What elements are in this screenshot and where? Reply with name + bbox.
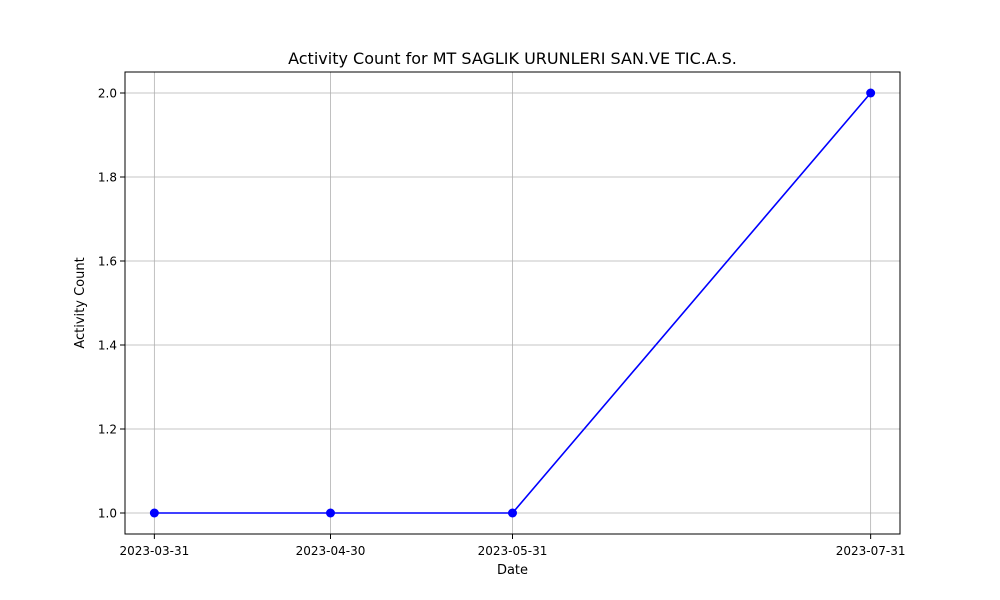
data-point <box>325 508 335 518</box>
x-tick-label: 2023-04-30 <box>296 544 366 558</box>
x-tick-label: 2023-05-31 <box>478 544 548 558</box>
y-axis-label: Activity Count <box>73 257 88 348</box>
axis-ticks: 2023-03-31 2023-04-30 2023-05-31 2023-07-31… <box>98 87 906 559</box>
data-point <box>149 508 159 518</box>
x-axis-label: Date <box>497 563 528 578</box>
chart-title: Activity Count for MT SAGLIK URUNLERI SA… <box>288 49 737 68</box>
y-tick-label: 1.2 <box>98 423 117 437</box>
x-tick-label: 2023-03-31 <box>119 544 189 558</box>
y-tick-label: 2.0 <box>98 87 117 101</box>
series-layer <box>149 88 876 518</box>
x-tick-label: 2023-07-31 <box>836 544 906 558</box>
y-tick-label: 1.4 <box>98 339 117 353</box>
y-tick-label: 1.6 <box>98 255 117 269</box>
data-point <box>866 88 876 98</box>
y-tick-label: 1.8 <box>98 171 117 185</box>
grid <box>125 72 900 534</box>
series-line <box>154 92 872 514</box>
data-point <box>508 508 517 518</box>
y-tick-label: 1.0 <box>98 507 117 521</box>
